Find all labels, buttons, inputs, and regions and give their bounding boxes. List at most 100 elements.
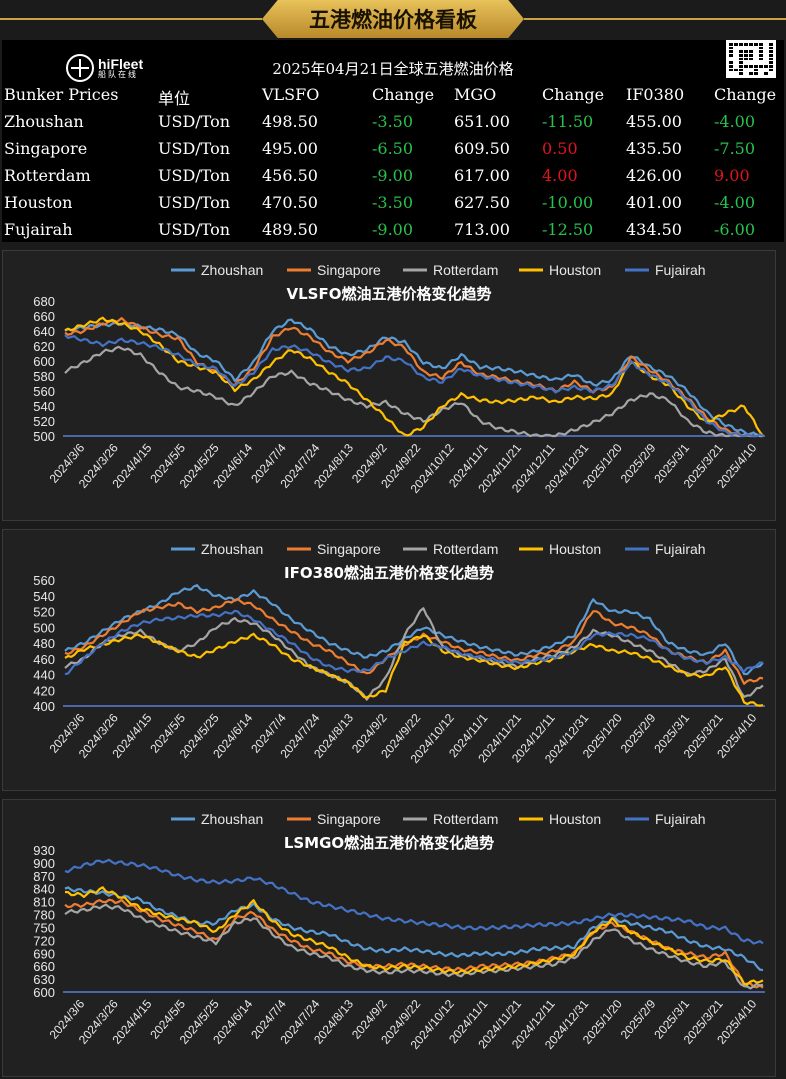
y-tick-label: 660 xyxy=(33,959,55,974)
y-tick-label: 660 xyxy=(33,309,55,324)
y-tick-label: 630 xyxy=(33,972,55,987)
y-tick-label: 720 xyxy=(33,933,55,948)
table-cell: 456.50 xyxy=(262,166,318,185)
column-header: Change xyxy=(372,85,435,104)
table-cell: 495.00 xyxy=(262,139,318,158)
hifleet-logo: hiFleet 船队在线 xyxy=(66,54,143,82)
change-cell: -6.50 xyxy=(372,139,414,158)
column-header: Change xyxy=(542,85,605,104)
ifo380-chart-panel: Zhoushan Singapore Rotterdam Houston Fujaira… xyxy=(2,529,776,791)
line-chart-svg: Zhoushan Singapore Rotterdam Houston Fujaira… xyxy=(33,541,765,766)
legend-item-fujairah: Fujairah xyxy=(625,541,706,557)
port-name-cell: Fujairah xyxy=(4,220,73,239)
legend-item-singapore: Singapore xyxy=(287,541,381,557)
y-tick-label: 600 xyxy=(33,985,55,1000)
chart-title: VLSFO燃油五港价格变化趋势 xyxy=(287,285,492,303)
change-cell: -4.00 xyxy=(714,193,756,212)
change-cell: -9.00 xyxy=(372,220,414,239)
column-header: 单位 xyxy=(158,89,191,108)
hifleet-logo-icon xyxy=(66,54,94,82)
vlsfo-chart-panel: Zhoushan Singapore Rotterdam Houston Fujaira… xyxy=(2,250,776,521)
legend-label: Zhoushan xyxy=(201,541,263,557)
table-cell: 401.00 xyxy=(626,193,682,212)
table-header-row: Bunker Prices 单位 VLSFO Change MGO Change IF038… xyxy=(2,85,784,112)
y-tick-label: 870 xyxy=(33,869,55,884)
series-line-houston xyxy=(64,886,764,986)
column-header: IF0380 xyxy=(626,85,685,104)
legend-label: Houston xyxy=(549,811,601,827)
series-line-fujairah xyxy=(64,858,764,945)
table-cell: 627.50 xyxy=(454,193,510,212)
change-cell: -3.50 xyxy=(372,193,414,212)
y-tick-label: 680 xyxy=(33,294,55,309)
table-cell: 489.50 xyxy=(262,220,318,239)
y-tick-label: 750 xyxy=(33,920,55,935)
y-tick-label: 560 xyxy=(33,573,55,588)
y-tick-label: 580 xyxy=(33,369,55,384)
port-name-cell: Rotterdam xyxy=(4,166,91,185)
y-tick-label: 540 xyxy=(33,589,55,604)
change-cell: -9.00 xyxy=(372,166,414,185)
y-tick-label: 500 xyxy=(33,620,55,635)
table-cell: 498.50 xyxy=(262,112,318,131)
series-line-singapore xyxy=(64,597,764,685)
legend-item-fujairah: Fujairah xyxy=(625,811,706,827)
legend-item-rotterdam: Rotterdam xyxy=(403,541,498,557)
table-row: Houston USD/Ton 470.50 -3.50 627.50 -10.00 401… xyxy=(2,193,784,220)
title-line-right xyxy=(524,18,786,20)
change-cell: -4.00 xyxy=(714,112,756,131)
legend-item-zhoushan: Zhoushan xyxy=(171,541,263,557)
legend-label: Houston xyxy=(549,262,601,278)
change-cell: -3.50 xyxy=(372,112,414,131)
y-tick-label: 810 xyxy=(33,895,55,910)
table-row: Rotterdam USD/Ton 456.50 -9.00 617.00 4.00 426… xyxy=(2,166,784,193)
y-tick-label: 540 xyxy=(33,399,55,414)
title-banner: 五港燃油价格看板 xyxy=(262,0,524,38)
bunker-price-table: Bunker Prices 单位 VLSFO Change MGO Change IF038… xyxy=(2,85,784,247)
column-header: VLSFO xyxy=(262,85,320,104)
y-tick-label: 440 xyxy=(33,668,55,683)
legend-label: Singapore xyxy=(317,541,381,557)
legend-item-rotterdam: Rotterdam xyxy=(403,262,498,278)
change-cell: -11.50 xyxy=(542,112,594,131)
change-cell: -12.50 xyxy=(542,220,594,239)
y-tick-label: 460 xyxy=(33,652,55,667)
legend-item-rotterdam: Rotterdam xyxy=(403,811,498,827)
y-tick-label: 520 xyxy=(33,414,55,429)
legend-item-zhoushan: Zhoushan xyxy=(171,811,263,827)
table-cell: 609.50 xyxy=(454,139,510,158)
series-line-fujairah xyxy=(64,609,764,676)
y-tick-label: 420 xyxy=(33,683,55,698)
legend-label: Rotterdam xyxy=(433,541,498,557)
column-header: Bunker Prices xyxy=(4,85,119,104)
y-tick-label: 600 xyxy=(33,354,55,369)
change-cell: 0.50 xyxy=(542,139,578,158)
legend-label: Zhoushan xyxy=(201,811,263,827)
table-cell: 617.00 xyxy=(454,166,510,185)
port-name-cell: Singapore xyxy=(4,139,88,158)
y-tick-label: 400 xyxy=(33,699,55,714)
legend-item-singapore: Singapore xyxy=(287,811,381,827)
column-header: MGO xyxy=(454,85,497,104)
table-cell: USD/Ton xyxy=(158,139,231,158)
legend-label: Fujairah xyxy=(655,541,706,557)
y-tick-label: 620 xyxy=(33,339,55,354)
change-cell: -6.00 xyxy=(714,220,756,239)
legend-item-fujairah: Fujairah xyxy=(625,262,706,278)
series-line-zhoushan xyxy=(64,584,764,676)
table-cell: 713.00 xyxy=(454,220,510,239)
y-tick-label: 930 xyxy=(33,843,55,858)
series-line-houston xyxy=(64,632,764,707)
legend-label: Fujairah xyxy=(655,811,706,827)
legend-item-houston: Houston xyxy=(519,262,601,278)
column-header: Change xyxy=(714,85,777,104)
port-name-cell: Houston xyxy=(4,193,73,212)
table-heading: 2025年04月21日全球五港燃油价格 xyxy=(272,60,514,78)
logo-sub: 船队在线 xyxy=(98,70,138,79)
series-line-rotterdam xyxy=(64,903,764,990)
table-cell: 455.00 xyxy=(626,112,682,131)
price-table-panel: hiFleet 船队在线 2025年04月21日全球五港燃油价格 Bunker … xyxy=(2,40,784,242)
line-chart-svg: Zhoushan Singapore Rotterdam Houston Fujaira… xyxy=(33,262,765,496)
table-cell: 434.50 xyxy=(626,220,682,239)
table-cell: USD/Ton xyxy=(158,112,231,131)
